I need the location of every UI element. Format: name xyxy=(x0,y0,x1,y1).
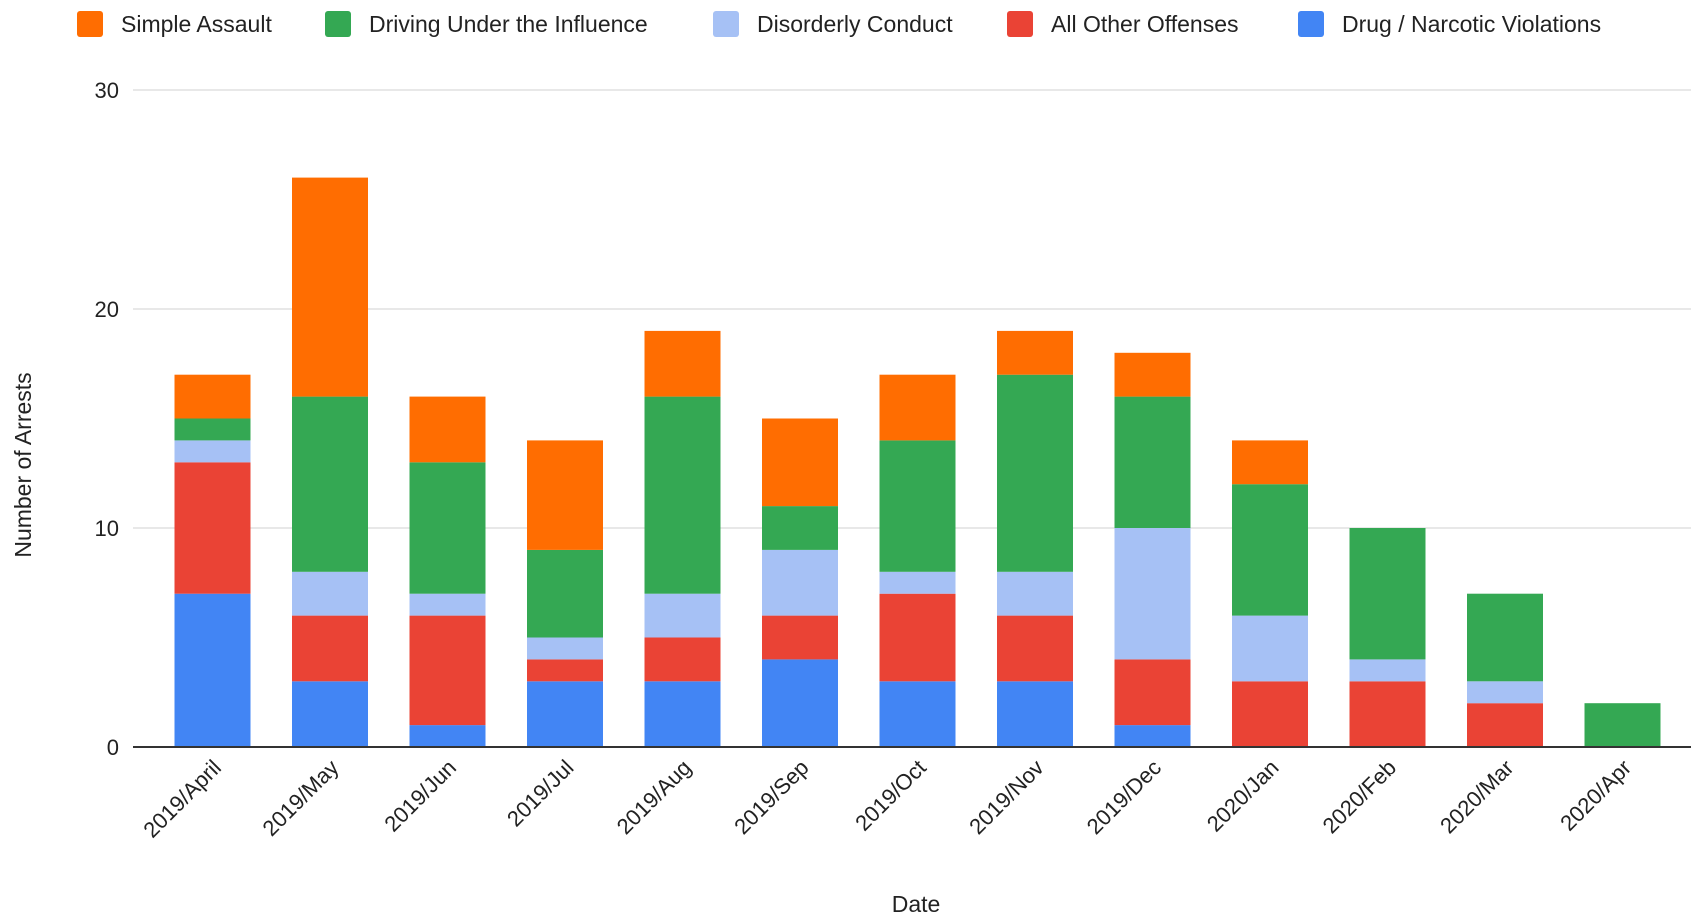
x-tick-label: 2019/Nov xyxy=(964,755,1048,839)
legend-swatch xyxy=(1298,11,1324,37)
x-tick-label: 2020/Mar xyxy=(1435,755,1518,838)
x-tick-label: 2020/Apr xyxy=(1555,755,1636,836)
bar-segment xyxy=(527,659,603,682)
legend-label: Drug / Narcotic Violations xyxy=(1342,11,1601,37)
bar-segment xyxy=(527,440,603,550)
bar-segment xyxy=(1232,615,1308,682)
bar-segment xyxy=(174,462,251,594)
legend-swatch xyxy=(713,11,739,37)
bar-segment xyxy=(1467,593,1543,682)
bar-segment xyxy=(644,637,721,682)
x-tick-label: 2020/Feb xyxy=(1318,755,1401,838)
legend-label: Disorderly Conduct xyxy=(757,11,953,37)
bar-segment xyxy=(762,659,838,747)
x-tick-label: 2019/Jun xyxy=(379,755,461,837)
bar-segment xyxy=(1114,352,1191,397)
bar-segment xyxy=(409,725,486,747)
bar-segment xyxy=(879,571,956,594)
bar-segment xyxy=(292,681,368,747)
bar-segment xyxy=(292,177,368,397)
bar-segment xyxy=(1232,484,1308,616)
x-tick-label: 2019/Dec xyxy=(1082,755,1166,839)
y-axis-label: Number of Arrests xyxy=(10,372,36,557)
x-tick-label: 2020/Jan xyxy=(1202,755,1284,837)
bar-segment xyxy=(292,396,368,572)
bar-segment xyxy=(1232,681,1308,747)
bar-segment xyxy=(1114,396,1191,528)
y-tick-label: 30 xyxy=(95,78,119,103)
legend-swatch xyxy=(325,11,351,37)
legend-label: Simple Assault xyxy=(121,11,272,37)
bar-segment xyxy=(762,549,838,616)
bar-segment xyxy=(1114,659,1191,726)
bar-segment xyxy=(292,571,368,616)
legend-label: Driving Under the Influence xyxy=(369,11,648,37)
x-tick-label: 2019/April xyxy=(138,755,226,843)
legend-label: All Other Offenses xyxy=(1051,11,1239,37)
bar-segment xyxy=(527,549,603,638)
bar-segment xyxy=(1349,659,1426,682)
bar-segment xyxy=(879,593,956,682)
y-tick-labels: 0 10 20 30 xyxy=(95,78,119,760)
bar-segment xyxy=(1114,528,1191,660)
bar-segment xyxy=(762,506,838,550)
bar-segment xyxy=(174,418,251,441)
bar-segment xyxy=(409,462,486,594)
bar-segment xyxy=(997,615,1073,682)
x-tick-label: 2019/May xyxy=(258,755,344,841)
bar-segment xyxy=(644,330,721,397)
bar-segment xyxy=(1349,528,1426,660)
x-axis-label: Date xyxy=(892,891,941,917)
bar-segment xyxy=(879,681,956,747)
bar-segment xyxy=(997,374,1073,572)
legend: Simple Assault Driving Under the Influenc… xyxy=(77,11,1601,37)
x-tick-label: 2019/Jul xyxy=(502,755,579,832)
bar-segment xyxy=(409,396,486,463)
bar-segment xyxy=(762,615,838,660)
bar-segment xyxy=(762,418,838,507)
bar-segment xyxy=(174,593,251,747)
y-tick-label: 0 xyxy=(107,735,119,760)
bar-segment xyxy=(997,330,1073,375)
bar-segment xyxy=(879,440,956,572)
legend-swatch xyxy=(1007,11,1033,37)
x-tick-labels: 2019/April 2019/May 2019/Jun 2019/Jul 2019/A… xyxy=(138,755,1636,843)
bar-segment xyxy=(644,681,721,747)
legend-swatch xyxy=(77,11,103,37)
bar-segment xyxy=(879,374,956,441)
bar-segment xyxy=(1349,681,1426,747)
bar-segment xyxy=(1584,703,1661,747)
bar-segment xyxy=(527,637,603,660)
bar-segment xyxy=(409,593,486,616)
y-tick-label: 20 xyxy=(95,297,119,322)
bar-segment xyxy=(997,571,1073,616)
bar-segment xyxy=(997,681,1073,747)
bar-segment xyxy=(1467,703,1543,747)
x-tick-label: 2019/Aug xyxy=(612,755,696,839)
bar-segment xyxy=(1232,440,1308,485)
bar-segment xyxy=(644,396,721,594)
bar-segment xyxy=(409,615,486,726)
x-tick-label: 2019/Sep xyxy=(729,755,813,839)
bar-segment xyxy=(644,593,721,638)
bar-segment xyxy=(174,440,251,463)
bar-segment xyxy=(527,681,603,747)
y-tick-label: 10 xyxy=(95,516,119,541)
bar-segment xyxy=(292,615,368,682)
bar-segment xyxy=(1467,681,1543,704)
bar-segment xyxy=(174,374,251,419)
bars xyxy=(174,177,1661,747)
bar-segment xyxy=(1114,725,1191,747)
x-tick-label: 2019/Oct xyxy=(850,755,931,836)
